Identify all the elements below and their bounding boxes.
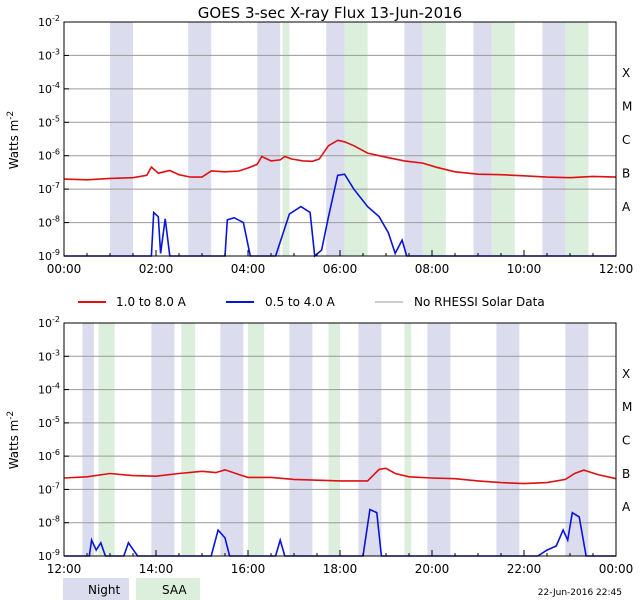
chart-title: GOES 3-sec X-ray Flux 13-Jun-2016: [198, 4, 462, 22]
saa-band: [248, 323, 265, 556]
y-tick-label: 10-7: [38, 481, 60, 496]
x-tick-label: 22:00: [507, 562, 542, 576]
night-band: [82, 323, 94, 556]
night-band: [289, 323, 313, 556]
x-tick-label: 00:00: [47, 262, 82, 276]
y-tick-label: 10-3: [38, 348, 60, 363]
saa-band: [328, 323, 340, 556]
x-tick-label: 02:00: [139, 262, 174, 276]
x-tick-label: 20:00: [415, 562, 450, 576]
x-tick-label: 04:00: [231, 262, 266, 276]
shade-legend: Night SAA: [63, 578, 200, 600]
y-tick-label: 10-9: [38, 548, 60, 563]
flare-class-label: B: [622, 166, 630, 180]
night-band: [151, 323, 175, 556]
flare-class-label: M: [622, 100, 632, 114]
night-label: Night: [88, 583, 121, 597]
night-band: [565, 323, 589, 556]
x-tick-label: 12:00: [47, 562, 82, 576]
x-tick-label: 14:00: [139, 562, 174, 576]
y-tick-label: 10-5: [38, 114, 60, 129]
saa-band: [565, 22, 589, 256]
y-tick-label: 10-6: [38, 448, 60, 463]
night-band: [220, 323, 244, 556]
saa-band: [98, 323, 115, 556]
y-tick-label: 10-9: [38, 248, 60, 263]
x-tick-label: 06:00: [323, 262, 358, 276]
night-band: [326, 22, 345, 256]
x-tick-label: 08:00: [415, 262, 450, 276]
saa-band: [422, 22, 446, 256]
night-band: [542, 22, 566, 256]
x-tick-label: 12:00: [599, 262, 634, 276]
series-short-wavelength: [64, 508, 616, 557]
night-swatch: [63, 578, 129, 600]
flare-class-label: M: [622, 400, 632, 414]
saa-band: [344, 22, 368, 256]
night-band: [257, 22, 281, 256]
x-tick-label: 10:00: [507, 262, 542, 276]
night-band: [188, 22, 212, 256]
night-band: [473, 22, 492, 256]
y-tick-label: 10-5: [38, 415, 60, 430]
footer-date: 22-Jun-2016 22:45: [538, 588, 622, 598]
night-band: [404, 22, 423, 256]
legend-label-long: 1.0 to 8.0 A: [116, 295, 187, 309]
saa-label: SAA: [162, 583, 187, 597]
legend-label-short: 0.5 to 4.0 A: [265, 295, 336, 309]
y-tick-label: 10-4: [38, 81, 60, 96]
series-long-wavelength: [63, 139, 617, 181]
saa-band: [491, 22, 515, 256]
panel-pm: 10-2 10-3 10-4 10-5 10-6 10-7 10-8 10-9 X M C B A 12:…: [6, 315, 633, 576]
night-band: [496, 323, 520, 556]
y-tick-label: 10-4: [38, 382, 60, 397]
y-tick-label: 10-3: [38, 47, 60, 62]
x-tick-label: 16:00: [231, 562, 266, 576]
night-band: [427, 323, 451, 556]
flare-class-label: X: [622, 66, 630, 80]
x-tick-label: 18:00: [323, 562, 358, 576]
panel-am: 10-2 10-3 10-4 10-5 10-6 10-7 10-8 10-9 X M C B A 00:…: [6, 14, 633, 276]
flare-class-label: C: [622, 133, 630, 147]
flare-class-label: X: [622, 367, 630, 381]
series-long-wavelength: [63, 467, 617, 485]
y-tick-label: 10-7: [38, 181, 60, 196]
saa-band: [181, 323, 196, 556]
flare-class-label: A: [622, 500, 631, 514]
flare-class-label: A: [622, 200, 631, 214]
y-tick-label: 10-6: [38, 148, 60, 163]
y-tick-label: 10-8: [38, 215, 60, 230]
saa-band: [282, 22, 290, 256]
y-axis-label: Watts m-2: [6, 411, 21, 470]
y-tick-label: 10-2: [38, 315, 60, 330]
legend: 1.0 to 8.0 A 0.5 to 4.0 A No RHESSI Sola…: [78, 295, 545, 309]
y-axis-label: Watts m-2: [6, 111, 21, 170]
night-band: [358, 323, 382, 556]
legend-label-norhessi: No RHESSI Solar Data: [414, 295, 545, 309]
saa-band: [404, 323, 412, 556]
flare-class-label: B: [622, 467, 630, 481]
y-tick-label: 10-8: [38, 515, 60, 530]
night-band: [110, 22, 133, 256]
y-tick-label: 10-2: [38, 14, 60, 29]
series-short-wavelength: [64, 173, 616, 258]
flare-class-label: C: [622, 434, 630, 448]
x-tick-label: 00:00: [599, 562, 634, 576]
saa-swatch: [136, 578, 200, 600]
